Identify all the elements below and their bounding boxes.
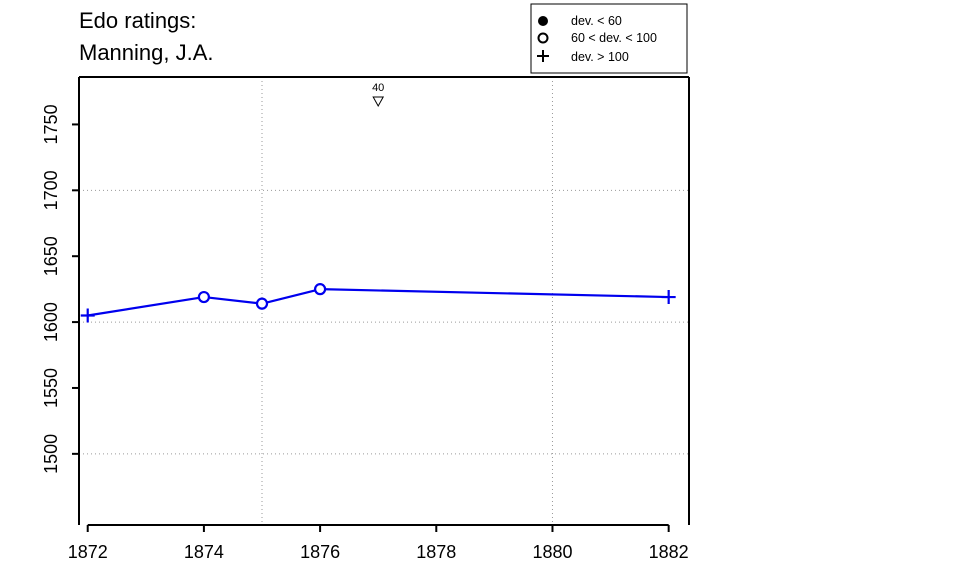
data-point-1875 bbox=[255, 297, 269, 310]
x-tick-label-1880: 1880 bbox=[532, 542, 572, 562]
data-point-1872 bbox=[80, 308, 95, 323]
legend-label-3: dev. > 100 bbox=[571, 50, 629, 64]
chart-title-line2: Manning, J.A. bbox=[79, 40, 214, 65]
legend-box bbox=[530, 3, 688, 74]
x-tick-label-1876: 1876 bbox=[300, 542, 340, 562]
data-point-1876 bbox=[313, 283, 327, 296]
annotation-down-triangle-icon-0 bbox=[372, 96, 385, 108]
series bbox=[80, 283, 676, 323]
x-tick-label-1872: 1872 bbox=[68, 542, 108, 562]
x-tick-label-1878: 1878 bbox=[416, 542, 456, 562]
legend-open-circle-icon bbox=[537, 32, 549, 44]
chart-title-line1: Edo ratings: bbox=[79, 8, 197, 33]
annotation-label-0: 40 bbox=[372, 82, 384, 94]
y-tick-label-1500: 1500 bbox=[41, 434, 61, 474]
legend-label-2: 60 < dev. < 100 bbox=[571, 31, 657, 45]
legend-filled-circle-icon bbox=[538, 16, 548, 26]
y-tick-label-1600: 1600 bbox=[41, 302, 61, 342]
series-line-0 bbox=[87, 288, 669, 317]
data-point-1882 bbox=[661, 290, 676, 305]
x-tick-label-1874: 1874 bbox=[184, 542, 224, 562]
y-tick-label-1650: 1650 bbox=[41, 236, 61, 276]
legend: dev. < 60 60 < dev. < 100 dev. > 100 bbox=[530, 3, 688, 74]
x-tick-label-1882: 1882 bbox=[649, 542, 689, 562]
legend-label-1: dev. < 60 bbox=[571, 14, 622, 28]
grid bbox=[79, 77, 689, 525]
legend-plus-icon bbox=[537, 50, 549, 62]
y-tick-label-1750: 1750 bbox=[41, 104, 61, 144]
y-tick-label-1550: 1550 bbox=[41, 368, 61, 408]
annotations: 40 bbox=[372, 82, 385, 108]
y-tick-label-1700: 1700 bbox=[41, 170, 61, 210]
axes: 1872 1874 1876 1878 1880 1882 1500 1550 1600 1650… bbox=[41, 76, 690, 562]
data-point-1874 bbox=[197, 290, 211, 304]
